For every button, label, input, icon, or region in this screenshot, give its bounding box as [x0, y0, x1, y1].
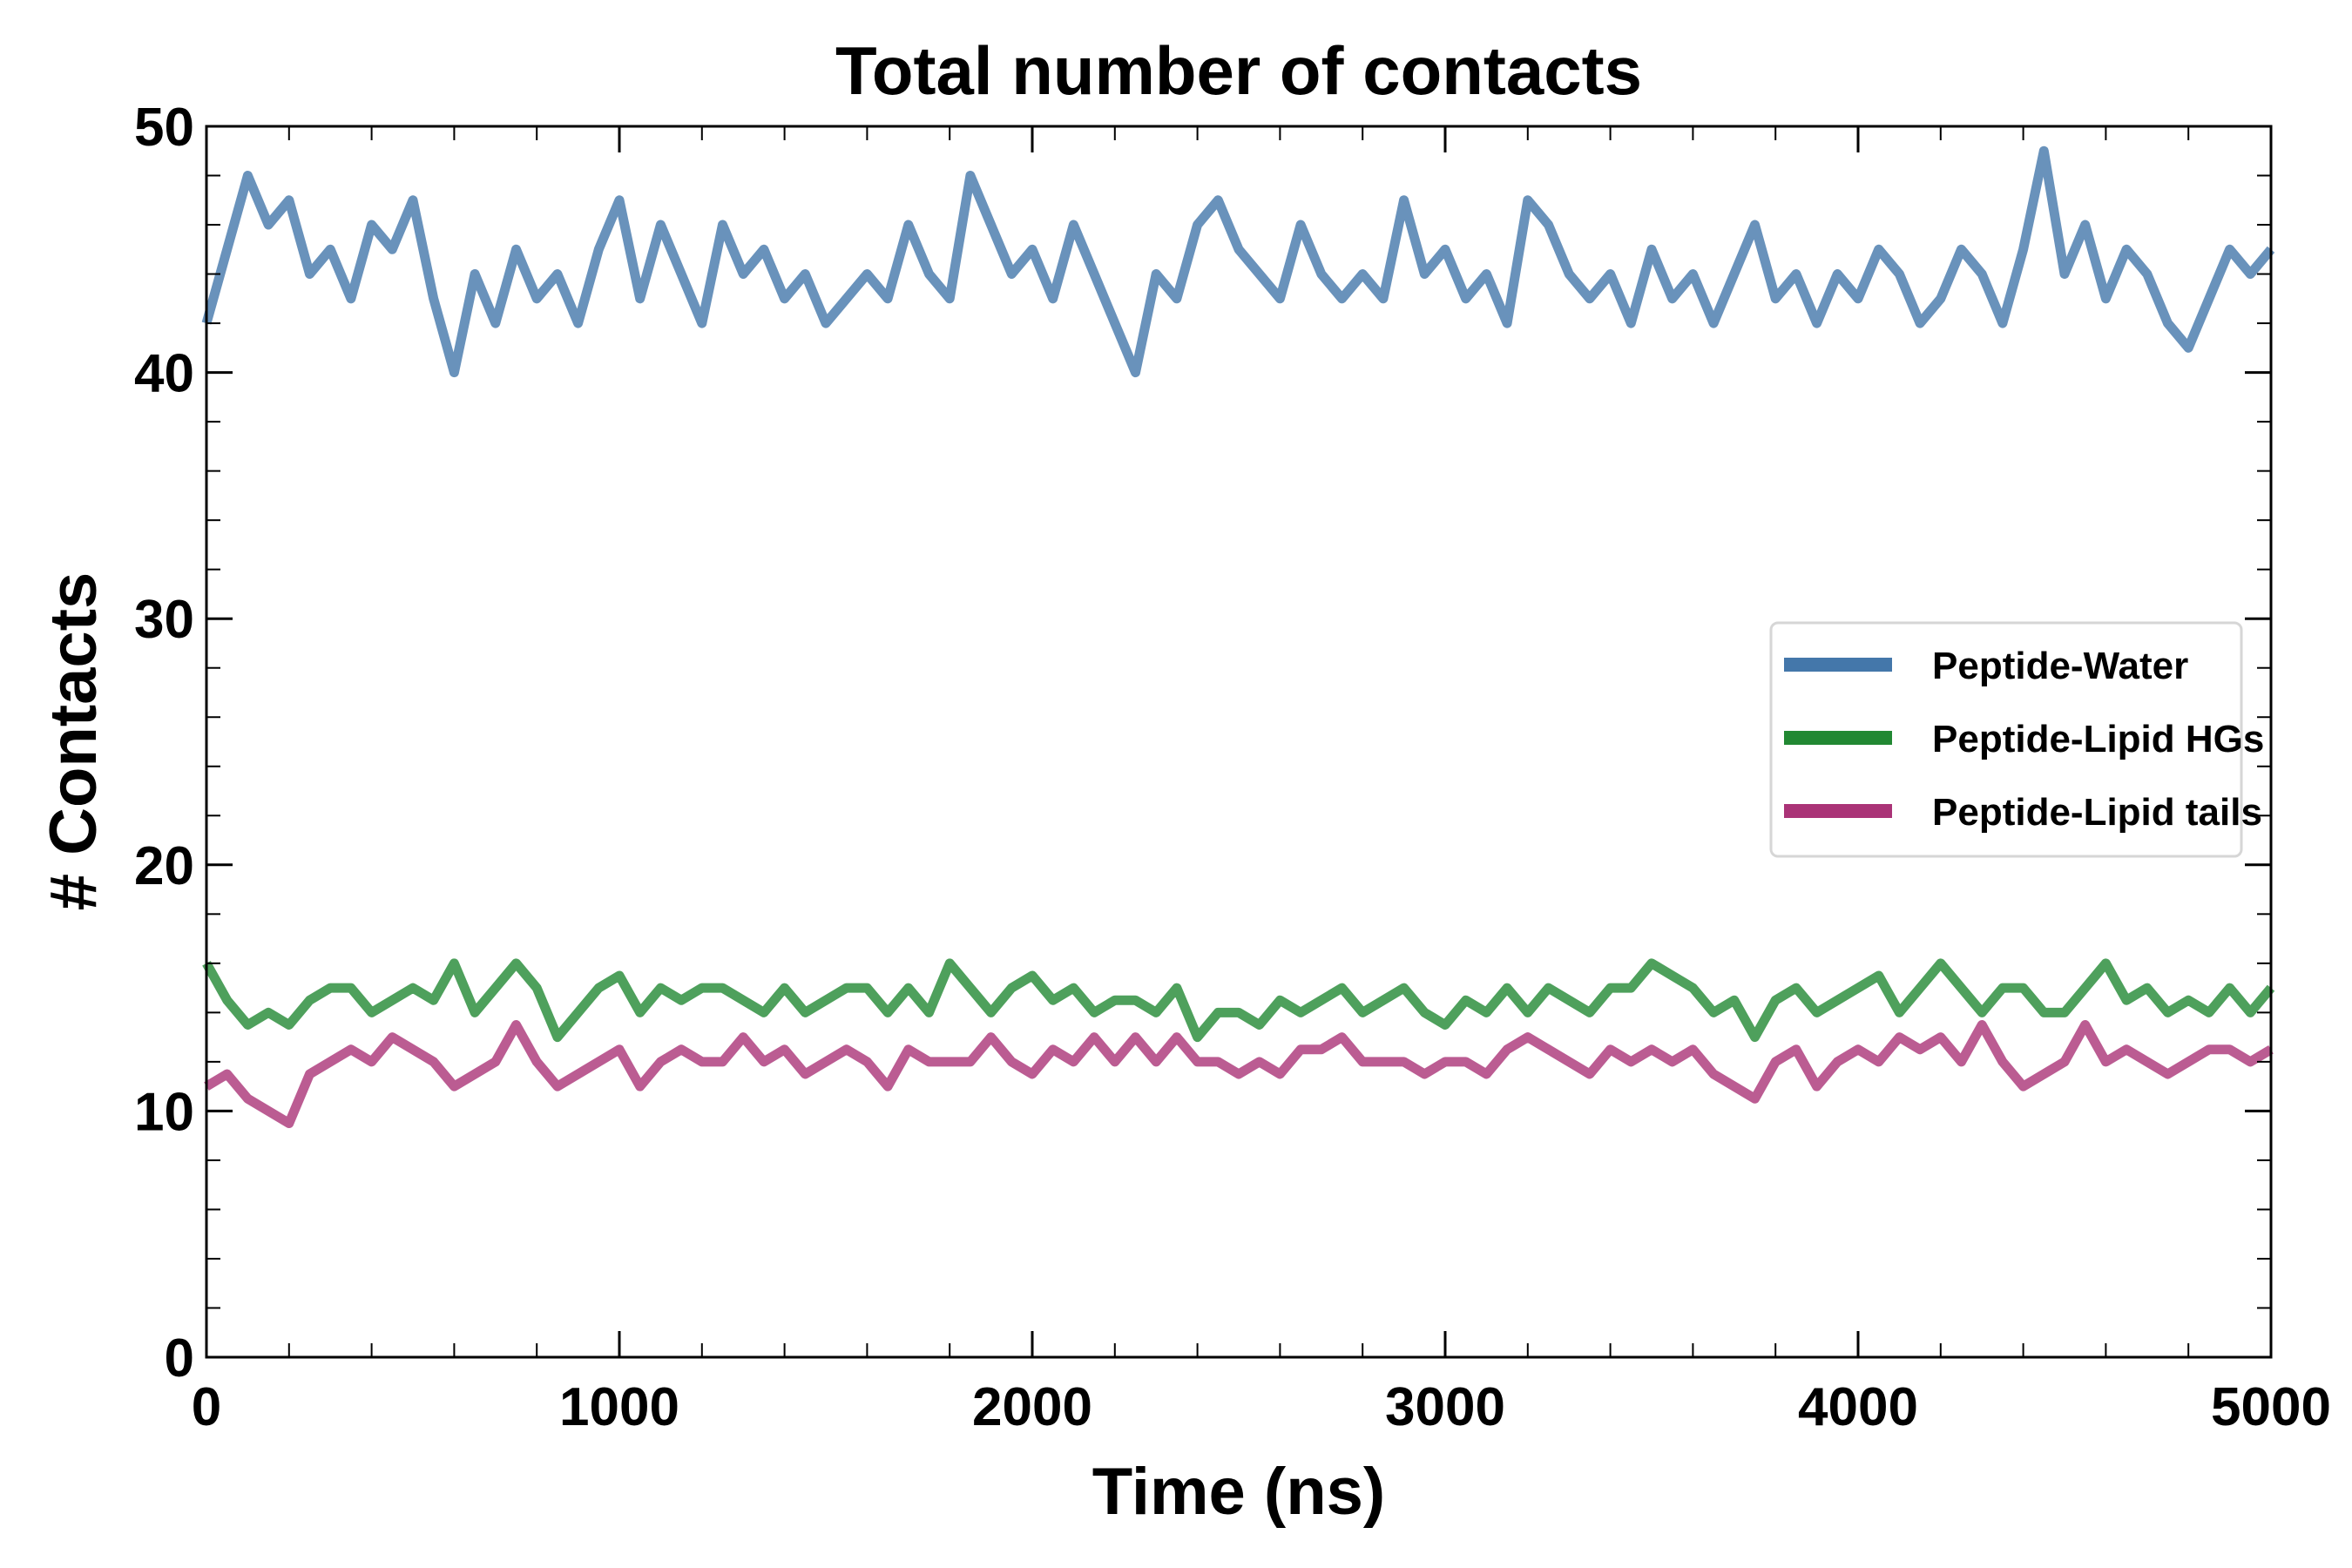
plot-frame [205, 125, 2273, 1359]
x-tick-label: 1000 [559, 1377, 679, 1437]
y-tick-label: 20 [134, 836, 194, 896]
y-tick-label: 0 [165, 1328, 194, 1389]
legend: Peptide-Water Peptide-Lipid HGs Peptide-Li… [1769, 621, 2264, 858]
legend-label-1: Peptide-Lipid HGs [1932, 718, 2264, 760]
x-axis-label: Time (ns) [1092, 1455, 1385, 1529]
series-line-0 [201, 145, 2275, 378]
series-line-2 [204, 1019, 2274, 1129]
x-tick-label: 0 [192, 1377, 221, 1437]
series-layer [201, 145, 2275, 1129]
legend-label-0: Peptide-Water [1932, 645, 2188, 687]
y-tick-label: 50 [134, 98, 194, 158]
x-tick-label: 2000 [972, 1377, 1092, 1437]
y-tick-label: 30 [134, 590, 194, 650]
chart-title: Total number of contacts [835, 32, 1642, 109]
x-tick-label: 4000 [1798, 1377, 1918, 1437]
y-axis-label: # Contacts [37, 572, 111, 911]
y-tick-label: 10 [134, 1082, 194, 1142]
ticks-layer: 0 1000 2000 3000 4000 5000 0 10 20 30 40 50 [134, 98, 2331, 1437]
y-tick-label: 40 [134, 344, 194, 404]
x-tick-label: 5000 [2211, 1377, 2331, 1437]
x-tick-label: 3000 [1385, 1377, 1505, 1437]
series-line-1 [202, 958, 2275, 1043]
legend-box [1769, 621, 2243, 858]
legend-label-2: Peptide-Lipid tails [1932, 791, 2262, 834]
